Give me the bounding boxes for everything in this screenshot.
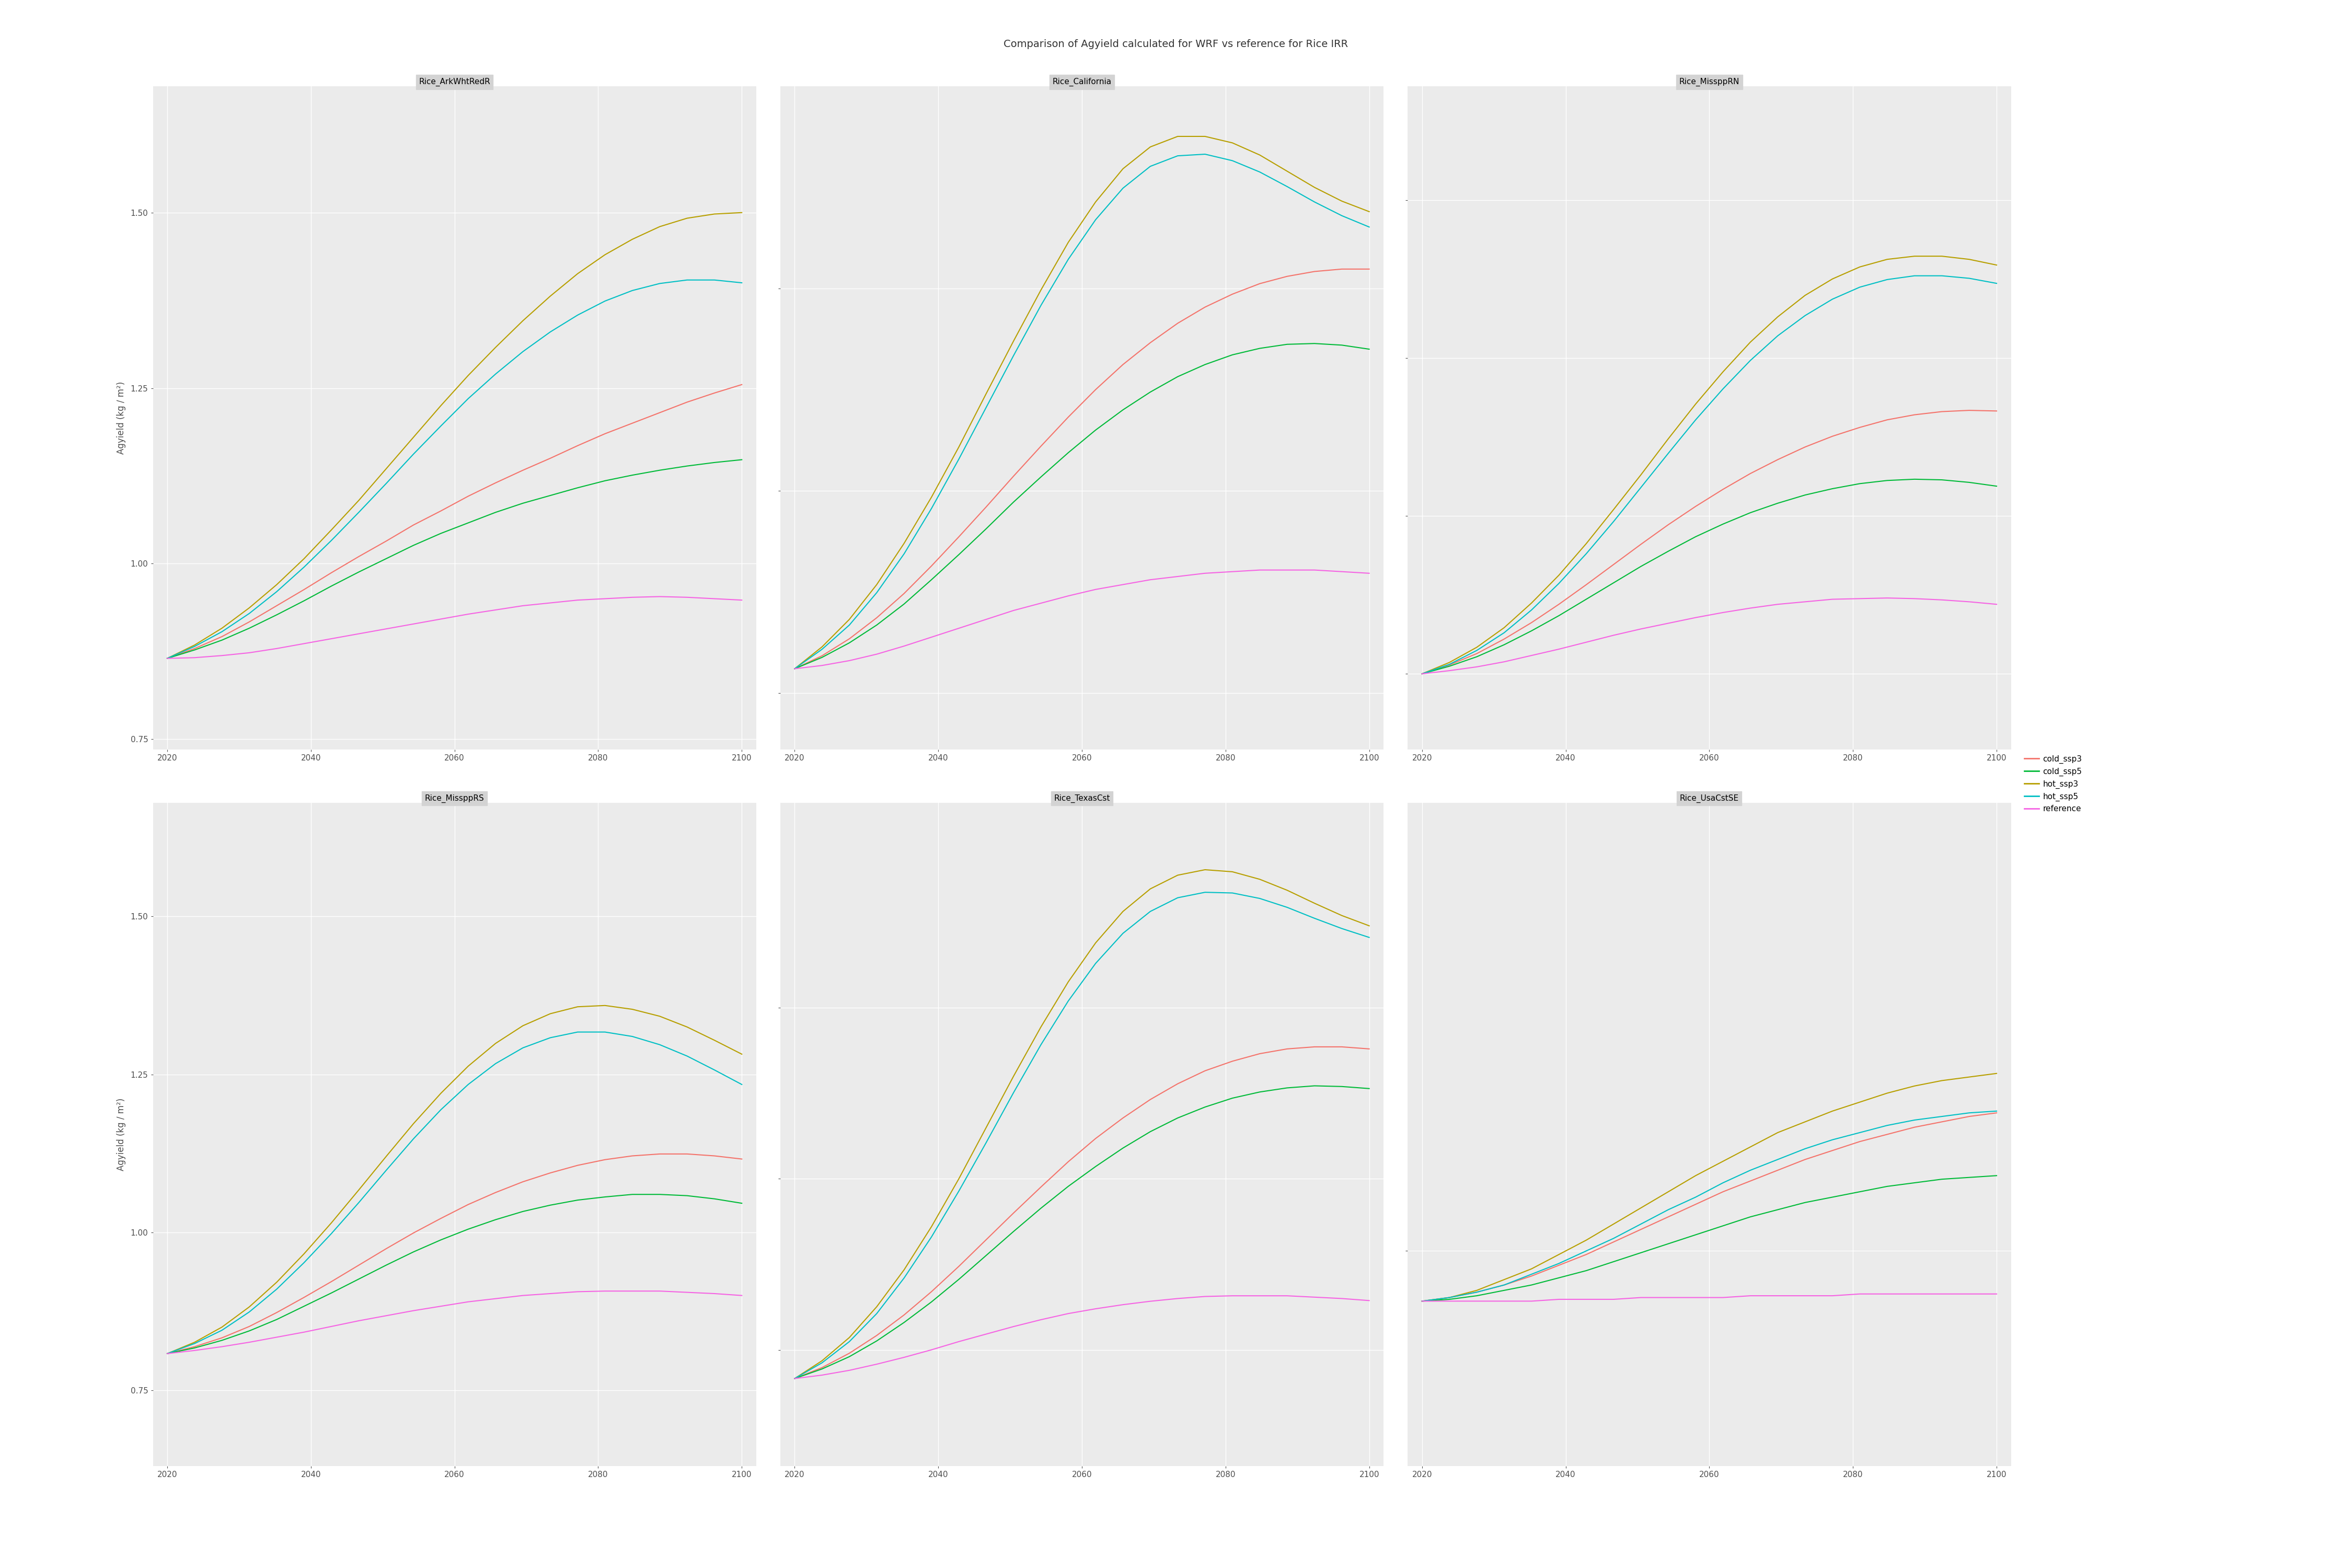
Legend: cold_ssp3, cold_ssp5, hot_ssp3, hot_ssp5, reference: cold_ssp3, cold_ssp5, hot_ssp3, hot_ssp5… <box>2023 753 2084 815</box>
Title: Rice_TexasCst: Rice_TexasCst <box>1054 795 1110 803</box>
Y-axis label: Agyield (kg / m²): Agyield (kg / m²) <box>118 1098 127 1171</box>
Title: Rice_ArkWhtRedR: Rice_ArkWhtRedR <box>419 78 489 86</box>
Title: Rice_California: Rice_California <box>1051 78 1112 86</box>
Title: Rice_MissppRN: Rice_MissppRN <box>1679 78 1740 86</box>
Text: Comparison of Agyield calculated for WRF vs reference for Rice IRR: Comparison of Agyield calculated for WRF… <box>1004 39 1348 49</box>
Title: Rice_UsaCstSE: Rice_UsaCstSE <box>1679 795 1738 803</box>
Y-axis label: Agyield (kg / m²): Agyield (kg / m²) <box>118 381 127 455</box>
Title: Rice_MissppRS: Rice_MissppRS <box>426 795 485 803</box>
